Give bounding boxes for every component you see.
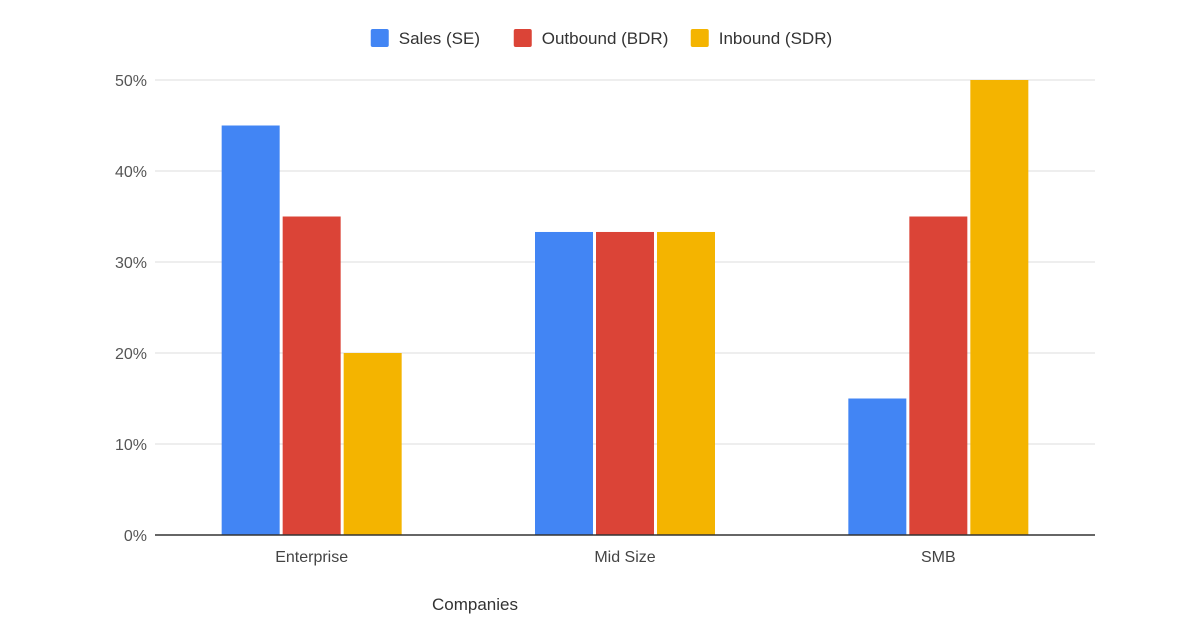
legend-label[interactable]: Inbound (SDR): [719, 29, 832, 48]
y-tick-label: 40%: [115, 164, 147, 181]
y-axis-tick-labels: 0% 10% 20% 30% 40% 50%: [115, 73, 147, 545]
bar[interactable]: [970, 80, 1029, 535]
legend-swatch[interactable]: [513, 29, 532, 47]
bar[interactable]: [221, 125, 280, 536]
x-category-label: Enterprise: [275, 549, 348, 566]
bar[interactable]: [282, 216, 341, 536]
bar[interactable]: [848, 398, 907, 536]
bars: [221, 80, 1029, 536]
x-category-label: Mid Size: [594, 549, 655, 566]
legend-swatch[interactable]: [690, 29, 709, 47]
y-tick-label: 30%: [115, 255, 147, 272]
legend-label[interactable]: Sales (SE): [399, 29, 480, 48]
legend[interactable]: Sales (SE) Outbound (BDR) Inbound (SDR): [370, 29, 832, 48]
x-category-label: SMB: [921, 549, 956, 566]
bar[interactable]: [657, 231, 715, 535]
y-tick-label: 20%: [115, 346, 147, 363]
y-tick-label: 50%: [115, 73, 147, 90]
legend-label[interactable]: Outbound (BDR): [542, 29, 669, 48]
bar[interactable]: [909, 216, 968, 536]
x-axis-title: Companies: [432, 595, 518, 614]
y-tick-label: 0%: [124, 528, 147, 545]
x-axis-category-labels: Enterprise Mid Size SMB: [275, 549, 955, 566]
bar[interactable]: [596, 231, 654, 535]
bar[interactable]: [535, 231, 593, 535]
y-tick-label: 10%: [115, 437, 147, 454]
legend-swatch[interactable]: [370, 29, 389, 47]
bar[interactable]: [343, 353, 402, 535]
